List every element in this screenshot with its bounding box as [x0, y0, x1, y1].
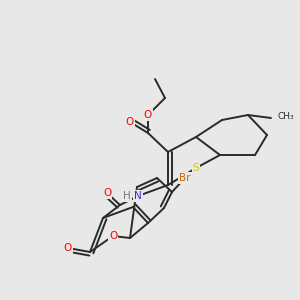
Text: N: N [134, 191, 142, 201]
Text: O: O [103, 188, 111, 198]
Text: S: S [193, 163, 199, 173]
Text: O: O [64, 243, 72, 253]
Text: O: O [144, 110, 152, 120]
Text: Br: Br [179, 173, 191, 183]
Text: O: O [126, 117, 134, 127]
Text: O: O [109, 231, 117, 241]
Text: H: H [123, 191, 131, 201]
Text: CH₃: CH₃ [278, 112, 294, 121]
